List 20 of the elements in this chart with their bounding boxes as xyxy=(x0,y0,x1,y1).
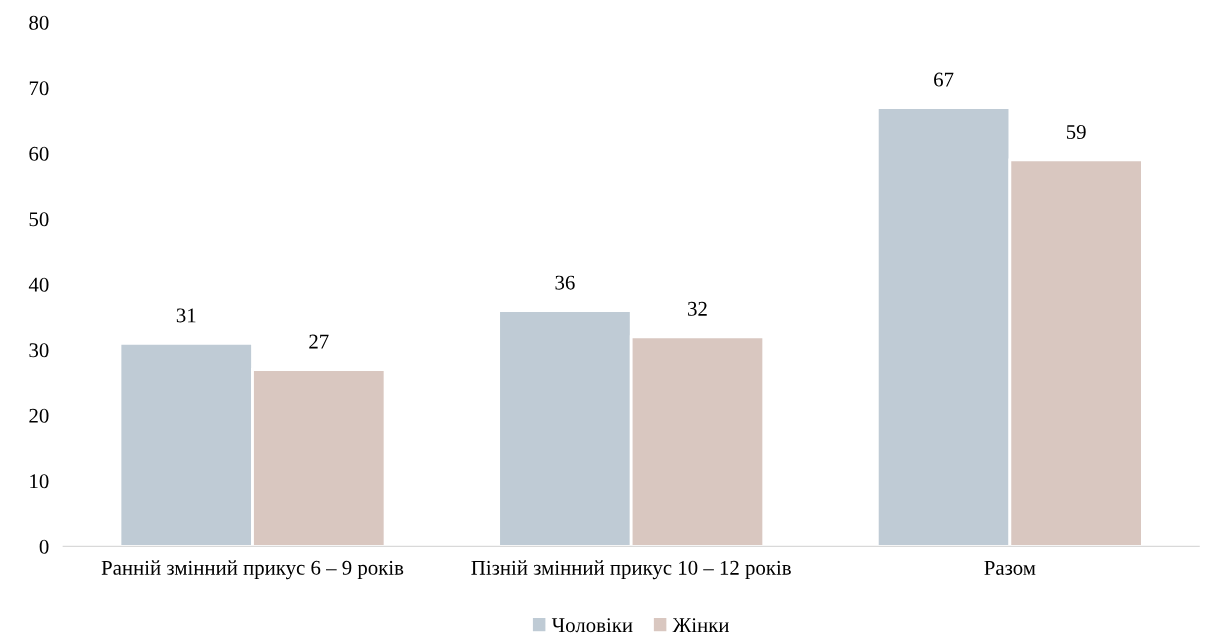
data-label: 27 xyxy=(309,334,329,349)
data-label: 67 xyxy=(934,72,954,87)
y-tick-label: 20 xyxy=(29,408,49,423)
y-tick-label: 80 xyxy=(29,15,49,30)
legend-label: Чоловіки xyxy=(551,618,633,633)
data-label: 36 xyxy=(555,275,575,290)
data-label: 32 xyxy=(688,301,707,316)
x-tick-label: Ранній змінний прикус 6 – 9 років xyxy=(101,560,404,580)
x-tick-label: Пізній змінний прикус 10 – 12 років xyxy=(471,560,791,580)
x-tick-label: Разом xyxy=(984,561,1036,575)
data-label: 31 xyxy=(176,308,196,323)
y-tick-label: 60 xyxy=(29,146,49,161)
y-tick-label: 40 xyxy=(28,277,49,292)
y-tick-label: 30 xyxy=(29,343,49,358)
y-tick-label: 0 xyxy=(39,539,49,554)
y-tick-label: 10 xyxy=(30,474,49,489)
y-tick-label: 70 xyxy=(29,81,49,96)
legend-label: Жінки xyxy=(672,618,729,632)
y-tick-label: 50 xyxy=(29,212,49,227)
data-label: 59 xyxy=(1066,125,1086,140)
